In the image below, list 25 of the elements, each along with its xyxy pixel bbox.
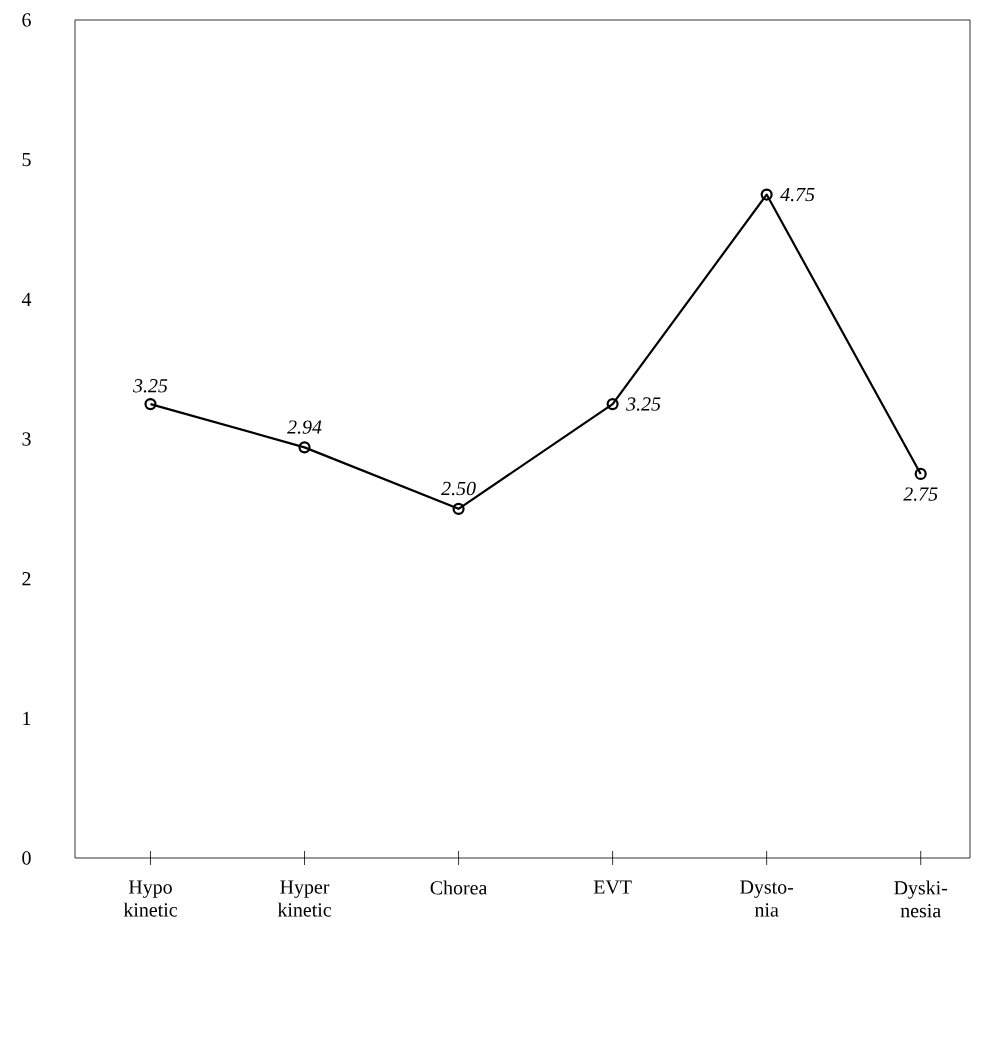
x-tick-label: Dyski-nesia	[894, 880, 948, 918]
x-tick-label: Hypo kinetic	[123, 880, 177, 917]
data-label: 4.75	[780, 187, 815, 202]
y-tick-label: 4	[21, 292, 32, 306]
y-tick-label: 5	[22, 153, 31, 167]
data-label: 2.94	[287, 420, 322, 434]
x-tick-label: Hyper kinetic	[277, 880, 332, 917]
point	[760, 188, 773, 201]
data-label: 2.50	[441, 481, 476, 496]
point	[452, 502, 465, 515]
point	[914, 467, 927, 480]
x-tick-label: Chorea	[430, 880, 488, 895]
point	[298, 441, 311, 454]
point	[144, 398, 157, 411]
y-tick-label: 2	[22, 572, 31, 586]
data-label: 2.75	[903, 487, 938, 501]
data-label: 3.25	[133, 379, 168, 393]
y-tick-label: 1	[23, 711, 31, 725]
x-tick-label: EVT	[593, 880, 632, 894]
x-tick-label: Dysto-nia	[740, 880, 794, 917]
y-tick-label: 3	[22, 432, 31, 446]
data-label: 3.25	[626, 397, 661, 411]
y-tick-label: 6	[22, 13, 31, 27]
y-tick-label: 0	[22, 851, 31, 865]
point	[606, 398, 619, 411]
